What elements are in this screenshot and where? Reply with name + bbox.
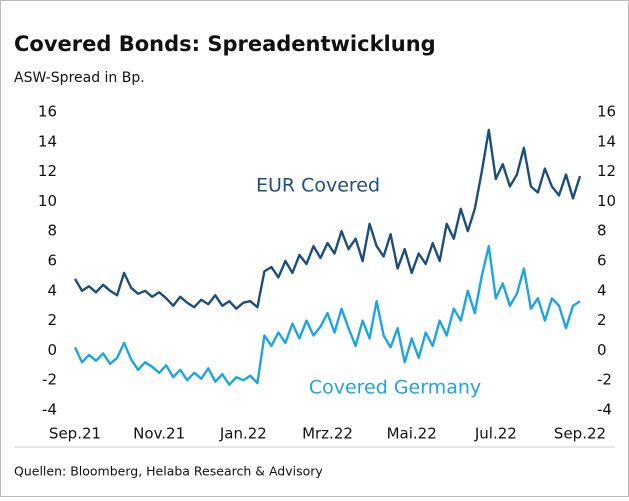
series-line bbox=[73, 128, 582, 310]
chart-title: Covered Bonds: Spreadentwicklung bbox=[14, 32, 436, 56]
x-tick-label: Jan.22 bbox=[219, 425, 267, 443]
x-tick-label: Jul.22 bbox=[474, 425, 517, 443]
y2-tick-label: 16 bbox=[597, 103, 616, 121]
y-tick-label: 10 bbox=[38, 192, 57, 210]
y2-tick-label: 10 bbox=[597, 192, 616, 210]
y-tick-label: -2 bbox=[42, 371, 57, 389]
x-tick-label: Sep.21 bbox=[49, 425, 101, 443]
y2-tick-label: 6 bbox=[597, 252, 607, 270]
y-tick-label: -4 bbox=[42, 401, 57, 419]
y2-tick-label: 14 bbox=[597, 132, 616, 150]
y-tick-label: 6 bbox=[47, 252, 57, 270]
y-tick-label: 14 bbox=[38, 132, 57, 150]
y2-tick-label: 12 bbox=[597, 162, 616, 180]
annotation: EUR Covered bbox=[256, 175, 380, 197]
y-tick-label: 16 bbox=[38, 103, 57, 121]
y-tick-label: 2 bbox=[47, 311, 57, 329]
series-line bbox=[73, 244, 581, 386]
x-tick-label: Mrz.22 bbox=[302, 425, 353, 443]
y-tick-label: 0 bbox=[47, 341, 57, 359]
y2-tick-label: -2 bbox=[597, 371, 612, 389]
x-tick-label: Mai.22 bbox=[387, 425, 437, 443]
subtitle: ASW-Spread in Bp. bbox=[14, 70, 145, 86]
x-tick-label: Nov.21 bbox=[133, 425, 185, 443]
x-tick-label: Sep.22 bbox=[554, 425, 606, 443]
y2-tick-label: -4 bbox=[597, 401, 612, 419]
y-tick-label: 8 bbox=[47, 222, 57, 240]
y-tick-label: 4 bbox=[47, 281, 57, 299]
annotation: Covered Germany bbox=[309, 377, 481, 399]
y2-tick-label: 8 bbox=[597, 222, 607, 240]
y2-tick-label: 4 bbox=[597, 281, 607, 299]
y-tick-label: 12 bbox=[38, 162, 57, 180]
y2-tick-label: 0 bbox=[597, 341, 607, 359]
source: Quellen: Bloomberg, Helaba Research & Ad… bbox=[14, 464, 323, 479]
y2-tick-label: 2 bbox=[597, 311, 607, 329]
